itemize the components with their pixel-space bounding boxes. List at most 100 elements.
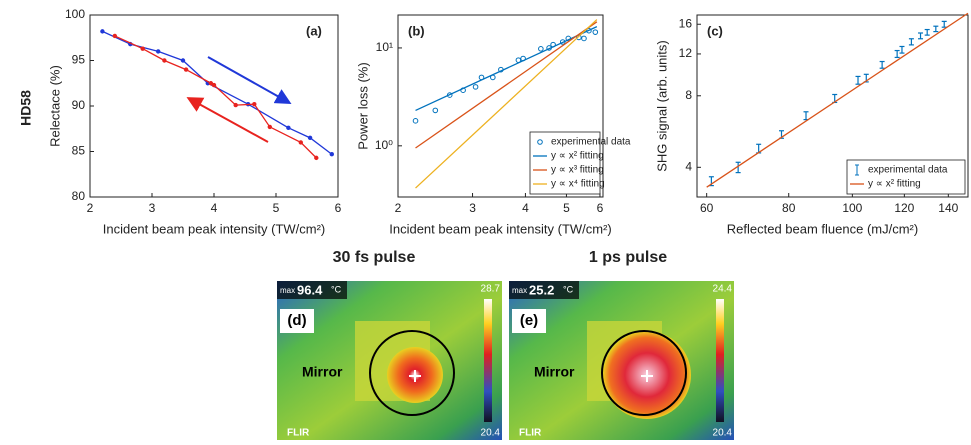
x-axis-label: Reflected beam fluence (mJ/cm²) [727, 221, 918, 236]
x-tick-label: 5 [563, 201, 570, 215]
legend-label: y ∝ x⁴ fitting [551, 179, 605, 190]
legend-label: y ∝ x² fitting [868, 179, 921, 190]
x-tick-label: 80 [782, 201, 796, 215]
y-tick-label: 8 [685, 88, 692, 102]
x-tick-label: 5 [273, 201, 280, 215]
error-bar [856, 76, 861, 84]
y-tick-label: 4 [685, 159, 692, 173]
x-tick-label: 120 [894, 201, 914, 215]
x-tick-label: 6 [335, 201, 342, 215]
x-tick-label: 6 [597, 201, 604, 215]
y-tick-label: 95 [72, 53, 86, 67]
arrow [190, 99, 268, 142]
marker [184, 67, 188, 71]
max-prefix: max [512, 286, 527, 295]
y-axis-label: Power loss (%) [355, 62, 370, 149]
y-tick-label: 12 [679, 46, 693, 60]
scale-bottom: 20.4 [713, 428, 733, 439]
marker [314, 156, 318, 160]
image-heading: 30 fs pulse [333, 249, 416, 266]
x-tick-label: 60 [700, 201, 714, 215]
series-line [115, 36, 316, 158]
series-line [102, 31, 331, 154]
object-label: Mirror [302, 364, 343, 380]
y-tick-label: 90 [72, 98, 86, 112]
error-bar [804, 112, 809, 120]
scale-top: 28.7 [481, 284, 501, 295]
error-bar [933, 26, 938, 31]
series-line [416, 22, 597, 148]
x-tick-label: 2 [395, 201, 402, 215]
x-tick-label: 4 [522, 201, 529, 215]
image-label: (e) [520, 312, 538, 329]
marker [141, 46, 145, 50]
scale-top: 24.4 [713, 284, 733, 295]
marker [181, 58, 185, 62]
marker [252, 102, 256, 106]
image-label: (d) [287, 312, 306, 329]
max-unit: °C [563, 284, 574, 294]
marker [299, 140, 303, 144]
brand: FLIR [287, 428, 310, 439]
scale-bottom: 20.4 [481, 428, 501, 439]
x-tick-label: 3 [149, 201, 156, 215]
y-axis-label: SHG signal (arb. units) [654, 40, 669, 172]
x-tick-label: 140 [938, 201, 958, 215]
marker [156, 49, 160, 53]
marker [100, 29, 104, 33]
marker [162, 58, 166, 62]
max-value: 96.4 [297, 282, 323, 297]
y-axis-label: Relectace (%) [47, 65, 62, 147]
error-bar [925, 30, 930, 36]
x-tick-label: 100 [842, 201, 862, 215]
x-tick-label: 4 [211, 201, 218, 215]
marker [286, 126, 290, 130]
marker [212, 83, 216, 87]
arrow [208, 57, 288, 102]
y-tick-label: 85 [72, 144, 86, 158]
marker [473, 85, 478, 90]
panel-label: (b) [408, 23, 425, 38]
legend-label: experimental data [551, 137, 631, 148]
marker [268, 125, 272, 129]
y-tick-label: 100 [65, 7, 85, 21]
marker [539, 46, 544, 51]
max-unit: °C [331, 284, 342, 294]
max-prefix: max [280, 286, 295, 295]
x-tick-label: 2 [87, 201, 94, 215]
marker [308, 136, 312, 140]
series-line [416, 27, 597, 111]
panel-label: (a) [306, 23, 322, 38]
x-tick-label: 3 [469, 201, 476, 215]
marker [593, 30, 598, 35]
x-axis-label: Incident beam peak intensity (TW/cm²) [389, 221, 612, 236]
error-bar [942, 21, 947, 27]
y-tick-label: 16 [679, 16, 693, 30]
legend-label: experimental data [868, 165, 948, 176]
legend-label: y ∝ x³ fitting [551, 165, 604, 176]
legend-label: y ∝ x² fitting [551, 151, 604, 162]
marker [413, 119, 418, 124]
max-value: 25.2 [529, 282, 554, 297]
x-axis-label: Incident beam peak intensity (TW/cm²) [103, 221, 326, 236]
marker [582, 36, 587, 41]
error-bar [899, 46, 904, 53]
side-label: HD58 [18, 90, 34, 126]
image-heading: 1 ps pulse [589, 249, 667, 266]
color-scale [716, 299, 724, 422]
marker [330, 152, 334, 156]
brand: FLIR [519, 428, 542, 439]
marker [113, 34, 117, 38]
error-bar [895, 51, 900, 58]
color-scale [484, 299, 492, 422]
figure: HD58 30 fs pulsemax96.4°C28.720.4(d)Mirr… [0, 0, 971, 440]
y-tick-label: 10⁰ [375, 138, 393, 152]
y-tick-label: 80 [72, 189, 86, 203]
y-tick-label: 10¹ [376, 40, 393, 54]
marker [433, 108, 438, 113]
error-bar [880, 62, 885, 69]
marker [234, 103, 238, 107]
error-bar [918, 33, 923, 39]
object-label: Mirror [534, 364, 575, 380]
